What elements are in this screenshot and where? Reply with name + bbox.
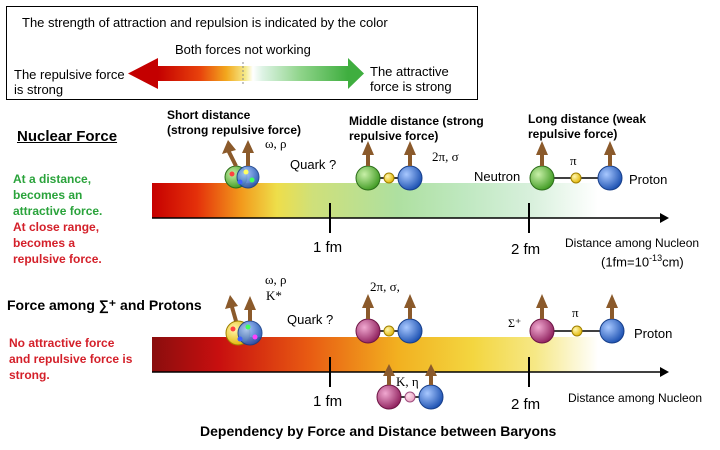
legend-right-label: The attractive force is strong (370, 64, 452, 94)
legend-right-line1: The attractive (370, 64, 449, 79)
middle-distance-line2: repulsive force) (349, 129, 439, 143)
neutron-label: Neutron (474, 169, 521, 184)
nuclear-long-pair (529, 141, 623, 191)
nuclear-short-overlap-particles (222, 140, 260, 189)
nuclear-axis-label: Distance among Nucleon (565, 236, 700, 250)
middle-distance-label: Middle distance (strong repulsive force) (349, 114, 484, 144)
nuclear-desc-red-1: At close range, (13, 220, 100, 234)
long-distance-label: Long distance (weak repulsive force) (528, 112, 646, 142)
sigma-desc-red-1: No attractive force (9, 336, 115, 350)
nuclear-omega-rho: ω, ρ (265, 136, 287, 151)
nuclear-2pi-sigma: 2π, σ (432, 149, 459, 164)
nuclear-tick-2fm: 2 fm (511, 241, 541, 258)
middle-distance-line1: Middle distance (strong (349, 114, 484, 128)
sigma-2pi-sigma: 2π, σ, (370, 279, 400, 294)
legend-right-line2: force is strong (370, 79, 452, 94)
sigma-middle-pair (355, 294, 423, 344)
nuclear-force-bar (152, 183, 598, 218)
unit-note-end: cm) (662, 254, 684, 270)
legend-arrow (128, 58, 364, 89)
long-distance-line1: Long distance (weak (528, 112, 647, 126)
short-distance-line2: (strong repulsive force) (167, 123, 302, 137)
unit-note-base: (1fm=10 (601, 254, 650, 270)
sigma-desc-red-3: strong. (9, 368, 50, 382)
nuclear-pi-label: π (570, 153, 577, 168)
legend-center-label: Both forces not working (175, 42, 311, 57)
sigma-quark-label: Quark ? (287, 312, 334, 327)
sigma-omega-rho: ω, ρ (265, 272, 287, 287)
sigma-heading: Force among ∑⁺ and Protons (7, 297, 202, 313)
sigma-k-eta: K, η (396, 374, 419, 389)
nuclear-quark-label: Quark ? (290, 157, 337, 172)
sigma-desc-red: No attractive force and repulsive force … (9, 335, 132, 383)
nuclear-desc-red: At close range, becomes a repulsive forc… (13, 219, 102, 267)
sigma-kstar: K* (266, 288, 282, 303)
nuclear-heading: Nuclear Force (17, 128, 118, 145)
unit-note: (1fm=10-13cm) (601, 253, 684, 269)
sigma-proton-label: Proton (634, 326, 673, 341)
nuclear-proton-label: Proton (629, 172, 668, 187)
nuclear-middle-pair (355, 141, 423, 191)
nuclear-desc-green-1: At a distance, (13, 172, 92, 186)
caption: Dependency by Force and Distance between… (200, 423, 557, 439)
nuclear-desc-green-2: becomes an (13, 188, 83, 202)
sigma-axis-label: Distance among Nucleon (568, 391, 703, 405)
nuclear-tick-1fm: 1 fm (313, 239, 343, 256)
nuclear-desc-green: At a distance, becomes an attractive for… (13, 171, 102, 219)
sigma-long-pair (529, 294, 625, 344)
legend-title: The strength of attraction and repulsion… (22, 15, 388, 30)
sigma-force-bar (152, 337, 598, 372)
sigma-tick-2fm: 2 fm (511, 396, 541, 413)
long-distance-line2: repulsive force) (528, 127, 618, 141)
sigma-desc-red-2: and repulsive force is (9, 352, 133, 366)
legend-left-line1: The repulsive force (14, 67, 125, 82)
sigma-pi-label: π (572, 305, 579, 320)
nuclear-desc-red-2: becomes a (13, 236, 76, 250)
sigma-tick-1fm: 1 fm (313, 393, 343, 410)
short-distance-label: Short distance (strong repulsive force) (167, 108, 301, 138)
legend-left-label: The repulsive force is strong (14, 67, 125, 97)
legend-left-line2: is strong (14, 82, 64, 97)
nuclear-desc-red-3: repulsive force. (13, 252, 102, 266)
unit-note-exp: -13 (649, 253, 663, 263)
sigma-axis (152, 357, 669, 387)
nuclear-axis (152, 203, 669, 233)
short-distance-line1: Short distance (167, 108, 251, 122)
sigma-plus-label: Σ⁺ (508, 316, 522, 330)
legend-box (6, 6, 478, 100)
nuclear-desc-green-3: attractive force. (13, 204, 103, 218)
sigma-short-overlap-particles (225, 295, 263, 346)
sigma-k-eta-pair (376, 364, 444, 410)
